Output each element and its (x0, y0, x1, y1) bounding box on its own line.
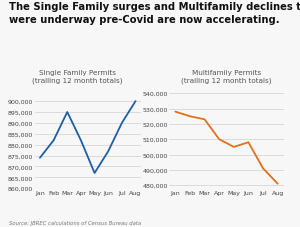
Text: Single Family Permits
(trailing 12 month totals): Single Family Permits (trailing 12 month… (32, 69, 122, 83)
Text: The Single Family surges and Multifamily declines that
were underway pre-Covid a: The Single Family surges and Multifamily… (9, 2, 300, 25)
Text: Multifamily Permits
(trailing 12 month totals): Multifamily Permits (trailing 12 month t… (181, 69, 272, 83)
Text: Source: JBREC calculations of Census Bureau data: Source: JBREC calculations of Census Bur… (9, 220, 141, 225)
